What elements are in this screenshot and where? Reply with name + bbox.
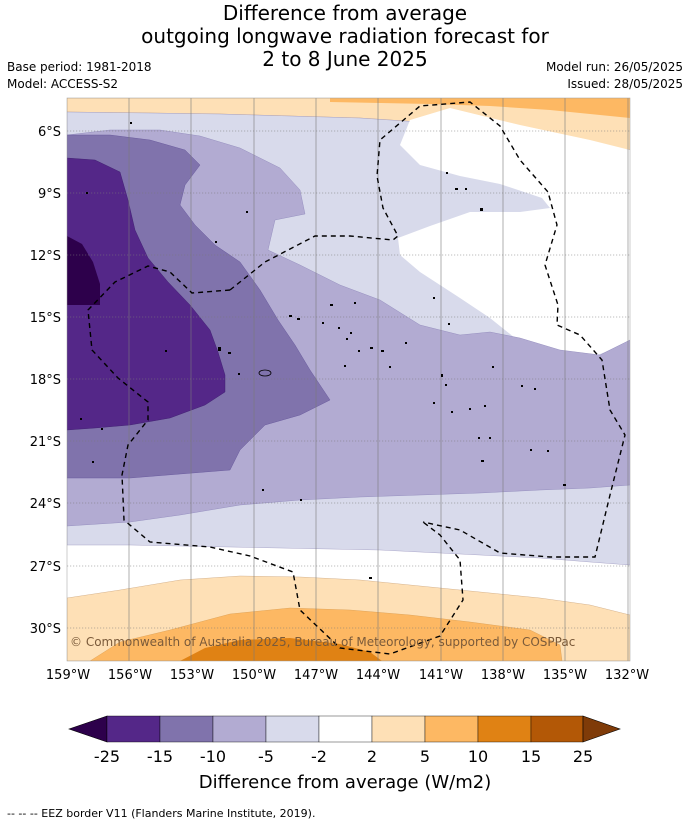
olr-anomaly-map: © Commonwealth of Australia 2025, Bureau… bbox=[30, 97, 649, 793]
colorbar-bin bbox=[424, 715, 479, 743]
lon-label: 144°W bbox=[356, 668, 400, 683]
white-gap-east bbox=[398, 108, 630, 362]
colorbar-tick: 25 bbox=[573, 747, 593, 766]
model-run: Model run: 26/05/2025 bbox=[545, 60, 683, 74]
colorbar-bin bbox=[106, 715, 161, 743]
band-north-5-10 bbox=[330, 98, 630, 118]
lon-label: 156°W bbox=[108, 668, 152, 683]
colorbar-bin bbox=[477, 715, 532, 743]
lon-label: 138°W bbox=[481, 668, 525, 683]
map-frame bbox=[66, 97, 631, 662]
lon-label: 150°W bbox=[232, 668, 276, 683]
colorbar-tick: -10 bbox=[200, 747, 226, 766]
colorbar-tick: 10 bbox=[468, 747, 488, 766]
region-below-25 bbox=[67, 236, 100, 305]
lat-label: 9°S bbox=[38, 187, 61, 202]
lon-label: 141°W bbox=[419, 668, 463, 683]
lat-label: 12°S bbox=[30, 249, 61, 264]
islands bbox=[80, 122, 566, 579]
base-period: Base period: 1981-2018 bbox=[7, 60, 152, 74]
atoll-outline bbox=[258, 369, 272, 377]
region-neg-15-25 bbox=[67, 157, 226, 431]
title-line-3: 2 to 8 June 2025 bbox=[262, 47, 428, 71]
lon-label: 135°W bbox=[543, 668, 587, 683]
issued-date: Issued: 28/05/2025 bbox=[567, 77, 683, 91]
lon-label: 159°W bbox=[46, 668, 90, 683]
lon-label: 153°W bbox=[170, 668, 214, 683]
lat-label: 18°S bbox=[30, 373, 61, 388]
colorbar-tick: -25 bbox=[94, 747, 120, 766]
gridlines bbox=[67, 98, 630, 661]
chart-title: Difference from average outgoing longwav… bbox=[0, 2, 690, 71]
colorbar-under-arrow bbox=[68, 715, 108, 743]
band-south-10-15 bbox=[180, 638, 382, 661]
eez-borders bbox=[87, 101, 626, 655]
colorbar-bin bbox=[159, 715, 214, 743]
colorbar: -25 -15 -10 -5 -2 2 5 10 15 25 Differenc… bbox=[68, 715, 621, 793]
lat-label: 6°S bbox=[38, 125, 61, 140]
title-line-1: Difference from average bbox=[222, 1, 468, 25]
lat-label: 24°S bbox=[30, 497, 61, 512]
lon-label: 132°W bbox=[605, 668, 649, 683]
colorbar-tick: 15 bbox=[521, 747, 541, 766]
colorbar-bin bbox=[318, 715, 373, 743]
colorbar-bin bbox=[265, 715, 320, 743]
meta-right: Model run: 26/05/2025 Issued: 28/05/2025 bbox=[546, 59, 683, 93]
map-field: © Commonwealth of Australia 2025, Bureau… bbox=[67, 98, 630, 661]
colorbar-bin bbox=[371, 715, 426, 743]
lat-label: 27°S bbox=[30, 560, 61, 575]
lat-label: 21°S bbox=[30, 435, 61, 450]
colorbar-over-arrow bbox=[582, 715, 621, 743]
lat-label: 30°S bbox=[30, 622, 61, 637]
title-line-2: outgoing longwave radiation forecast for bbox=[141, 24, 549, 48]
colorbar-tick: 2 bbox=[367, 747, 377, 766]
colorbar-tick: -15 bbox=[147, 747, 173, 766]
colorbar-tick: 5 bbox=[420, 747, 430, 766]
lat-label: 15°S bbox=[30, 311, 61, 326]
copyright-note: © Commonwealth of Australia 2025, Bureau… bbox=[70, 635, 575, 649]
colorbar-bin bbox=[212, 715, 267, 743]
colorbar-bin bbox=[530, 715, 584, 743]
colorbar-label: Difference from average (W/m2) bbox=[199, 772, 491, 793]
lon-label: 147°W bbox=[294, 668, 338, 683]
longitude-labels: 159°W 156°W 153°W 150°W 147°W 144°W 141°… bbox=[46, 668, 649, 683]
eez-legend-note: -- -- -- EEZ border V11 (Flanders Marine… bbox=[7, 807, 316, 820]
latitude-labels: 6°S 9°S 12°S 15°S 18°S 21°S 24°S 27°S 30… bbox=[30, 125, 61, 637]
model-name: Model: ACCESS-S2 bbox=[7, 77, 119, 91]
colorbar-ticks: -25 -15 -10 -5 -2 2 5 10 15 25 bbox=[94, 747, 593, 766]
meta-left: Base period: 1981-2018 Model: ACCESS-S2 bbox=[7, 59, 152, 93]
colorbar-tick: -2 bbox=[311, 747, 327, 766]
colorbar-tick: -5 bbox=[258, 747, 274, 766]
